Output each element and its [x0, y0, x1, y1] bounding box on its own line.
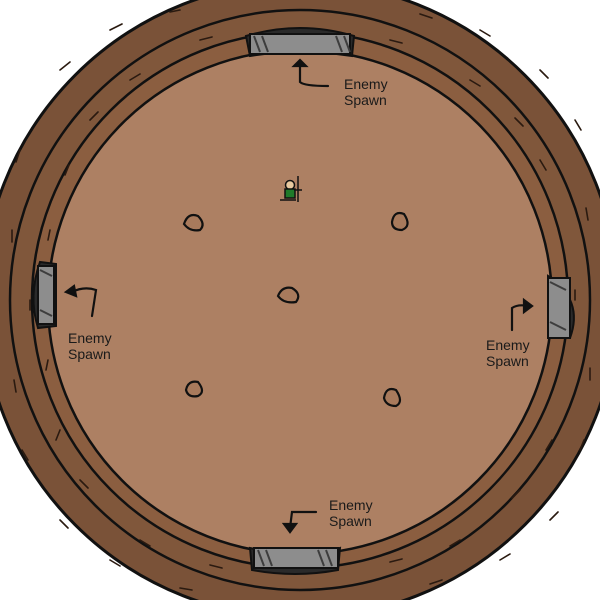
spawn-label-line: Enemy [344, 76, 388, 92]
gate-west [32, 260, 57, 330]
spawn-label-east: Enemy Spawn [486, 337, 530, 369]
spawn-label-south: Enemy Spawn [329, 497, 373, 529]
arena-floor [46, 48, 554, 556]
rock-obstacles [182, 211, 409, 408]
rock-obstacle-icon [276, 286, 300, 304]
player-character-icon[interactable] [280, 176, 302, 202]
gate-north [244, 27, 356, 58]
gate-east [547, 274, 575, 339]
arrow-up-left-icon [63, 284, 98, 318]
rock-obstacle-icon [390, 211, 409, 232]
spawn-label-line: Spawn [344, 92, 387, 108]
gate-south [248, 546, 342, 575]
spawn-label-line: Enemy [329, 497, 373, 513]
spawn-label-north: Enemy Spawn [344, 76, 388, 108]
spawn-label-line: Spawn [68, 346, 111, 362]
spawn-label-line: Enemy [68, 330, 112, 346]
spawn-label-line: Spawn [329, 513, 372, 529]
arrow-up-right-icon [510, 297, 534, 332]
rock-obstacle-icon [382, 387, 402, 408]
rock-obstacle-icon [184, 380, 204, 398]
spawn-label-line: Spawn [486, 353, 529, 369]
rock-obstacle-icon [182, 213, 204, 232]
wall-texture [11, 9, 591, 591]
arrow-up-icon [291, 58, 330, 88]
spawn-label-west: Enemy Spawn [68, 330, 112, 362]
spawn-label-line: Enemy [486, 337, 530, 353]
arrow-down-left-icon [281, 510, 318, 534]
